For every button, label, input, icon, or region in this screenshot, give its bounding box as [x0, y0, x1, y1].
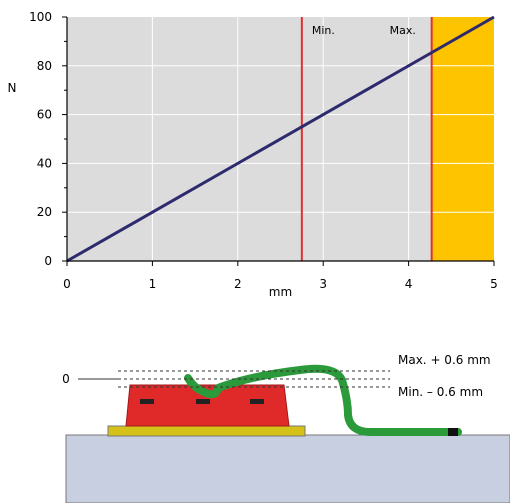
- mounting-plate: [107, 425, 306, 437]
- block-slot: [196, 399, 210, 404]
- y-tick-label: 20: [37, 205, 52, 219]
- max-region-highlight: [431, 17, 494, 261]
- marker-label-min: Min.: [312, 24, 335, 37]
- y-tick-label: 40: [37, 156, 52, 170]
- force-displacement-chart: Min. Max. 0 1 2 3 4 5 0 20 40 60 80 100 mm N: [8, 10, 498, 299]
- x-tick-label: 0: [63, 277, 71, 291]
- block-slots: [140, 399, 264, 404]
- x-axis-title: mm: [269, 285, 292, 299]
- min-tolerance-label: Min. – 0.6 mm: [398, 385, 483, 399]
- x-tick-label: 3: [319, 277, 327, 291]
- block-slot: [140, 399, 154, 404]
- y-axis-title: N: [8, 81, 17, 95]
- y-tick-label: 100: [29, 10, 52, 24]
- spring-wire: [184, 364, 462, 436]
- x-tick-label: 1: [149, 277, 157, 291]
- y-tick-label: 60: [37, 108, 52, 122]
- x-tick-label: 4: [405, 277, 413, 291]
- series-line: [66, 15, 495, 263]
- mounting-diagram: 0 Max. + 0.6 mm Min. – 0.6 mm: [62, 353, 510, 503]
- x-tick-label: 5: [490, 277, 498, 291]
- marker-label-max: Max.: [390, 24, 416, 37]
- block-slot: [250, 399, 264, 404]
- max-tolerance-label: Max. + 0.6 mm: [398, 353, 491, 367]
- x-tick-label: 2: [234, 277, 242, 291]
- grid-lines: [67, 17, 494, 261]
- zero-label: 0: [62, 372, 70, 386]
- y-tick-label: 80: [37, 59, 52, 73]
- y-tick-label: 0: [44, 254, 52, 268]
- spring-end-cap: [448, 428, 458, 436]
- base-surface: [65, 434, 510, 503]
